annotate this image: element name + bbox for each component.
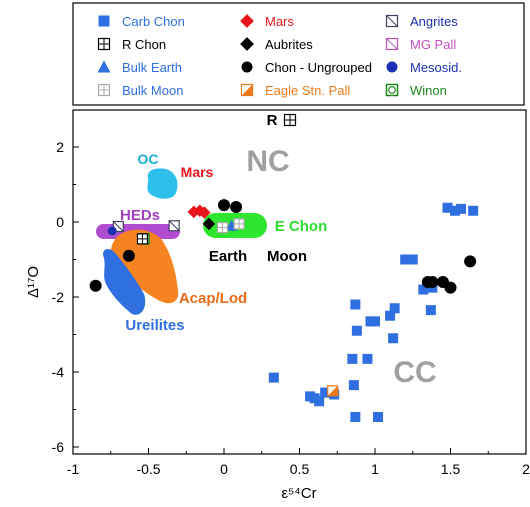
legend-label: Bulk Moon — [122, 83, 183, 98]
legend-label: Bulk Earth — [122, 60, 182, 75]
region-label: Ureilites — [125, 317, 184, 334]
data-point — [216, 222, 229, 234]
legend-marker — [386, 61, 398, 73]
region-label: HEDs — [120, 207, 160, 224]
data-point — [202, 217, 216, 231]
y-tick-label: 2 — [56, 139, 64, 155]
data-point — [425, 305, 436, 316]
data-point — [388, 333, 399, 344]
legend-marker — [385, 37, 399, 51]
x-tick-label: 2 — [522, 461, 530, 477]
legend-label: Eagle Stn. Pall — [265, 83, 350, 98]
region-label: Mars — [181, 164, 214, 180]
legend-label: MG Pall — [410, 37, 456, 52]
y-tick-label: -6 — [52, 439, 65, 455]
legend-label: Mesosid. — [410, 60, 462, 75]
data-point — [426, 276, 439, 288]
data-point — [464, 255, 477, 268]
data-point — [327, 385, 339, 397]
legend-label: Aubrites — [265, 37, 313, 52]
data-point — [468, 205, 479, 216]
data-point — [348, 380, 359, 391]
regions — [96, 168, 267, 315]
data-point — [168, 220, 180, 232]
data-point — [89, 279, 102, 292]
data-point — [112, 220, 124, 233]
y-tick-label: -4 — [52, 364, 65, 380]
x-tick-label: 0.5 — [290, 461, 310, 477]
y-tick-label: -2 — [52, 289, 65, 305]
data-point — [136, 233, 149, 245]
legend-marker — [97, 60, 111, 73]
x-tick-label: -0.5 — [136, 461, 160, 477]
data-point — [230, 201, 243, 213]
legend-label: Chon - Ungrouped — [265, 60, 372, 75]
data-point — [389, 303, 400, 314]
region-label: Earth — [209, 248, 247, 265]
data-point — [320, 387, 331, 398]
legend-marker — [241, 61, 253, 73]
data-point — [350, 299, 361, 310]
data-point — [442, 202, 453, 213]
x-tick-label: 0 — [220, 461, 228, 477]
region-label: Acap/Lod — [179, 290, 247, 307]
legend-box — [72, 2, 525, 106]
data-point — [351, 325, 362, 336]
data-point — [373, 412, 384, 422]
data-point — [198, 206, 211, 219]
data-point — [314, 396, 325, 407]
data-point — [268, 372, 279, 383]
data-point — [456, 203, 467, 214]
r-chon-marker — [283, 113, 297, 127]
data-point — [122, 249, 135, 262]
data-point — [350, 412, 361, 422]
region-label: NC — [246, 145, 289, 178]
x-axis-label: ε⁵⁴Cr — [281, 485, 316, 502]
axes: -1 -0.5 0 0.5 1 1.5 2 -6 -4 -2 0 2 — [52, 139, 530, 477]
region-label: R — [267, 112, 278, 129]
legend-label: Carb Chon — [122, 14, 185, 29]
data-point — [218, 199, 230, 212]
region-labels: NC CC OC Mars HEDs E Chon Earth Moon Acap/Lod Ure… — [120, 112, 437, 389]
data-point — [362, 353, 373, 364]
data-point — [370, 316, 380, 327]
x-tick-label: -1 — [67, 461, 80, 477]
legend-label: Angrites — [410, 14, 458, 29]
x-tick-label: 1 — [371, 461, 379, 477]
data-point — [407, 254, 418, 265]
legend-marker — [240, 14, 254, 28]
legend-label: Mars — [265, 14, 294, 29]
acap-region — [110, 229, 179, 304]
legend: Carb Chon R Chon Bulk Earth Bulk Moon Mars Au… — [97, 14, 462, 98]
y-tick-label: 0 — [56, 214, 64, 230]
legend-label: R Chon — [122, 37, 166, 52]
data-point — [400, 254, 411, 265]
data-point — [450, 205, 461, 216]
legend-label: Winon — [410, 83, 447, 98]
legend-marker — [97, 83, 111, 97]
y-axis-label: Δ¹⁷O — [25, 266, 42, 298]
x-tick-label: 1.5 — [441, 461, 461, 477]
legend-marker — [385, 14, 399, 28]
oc-region — [147, 168, 178, 199]
legend-marker — [98, 15, 110, 27]
data-point — [347, 353, 358, 364]
ureilites-region — [103, 249, 146, 315]
legend-marker — [240, 83, 254, 97]
region-label: E Chon — [275, 218, 328, 235]
region-label: OC — [138, 151, 159, 167]
data-point — [107, 226, 117, 236]
region-label: Moon — [267, 248, 307, 265]
data-point — [418, 284, 429, 295]
legend-marker — [385, 83, 399, 97]
region-label: CC — [393, 356, 436, 389]
data-point — [385, 310, 396, 321]
data-points — [89, 199, 479, 422]
legend-marker — [97, 37, 111, 51]
data-point — [233, 218, 245, 230]
legend-marker — [240, 37, 254, 51]
data-point — [444, 281, 457, 294]
